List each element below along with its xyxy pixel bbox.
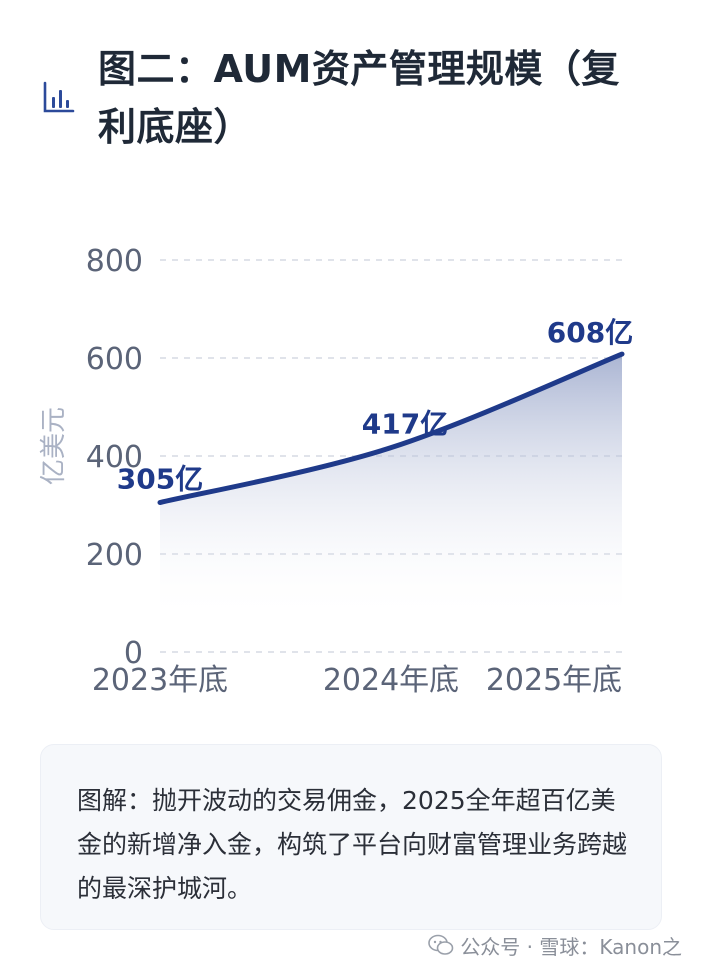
note-text: 图解：抛开波动的交易佣金，2025全年超百亿美金的新增净入金，构筑了平台向财富管… — [77, 786, 628, 903]
y-axis-label: 亿美元 — [39, 407, 69, 485]
wechat-icon — [428, 934, 454, 955]
data-label: 608亿 — [547, 316, 633, 349]
y-tick-label: 600 — [86, 342, 143, 377]
chart-svg: 0 200 400 600 800 2023年底 2024年底 2025年底 305亿 417… — [39, 244, 633, 698]
area-fill — [160, 354, 622, 622]
page-title: 图二：AUM资产管理规模（复利底座） — [98, 47, 620, 149]
x-tick-label: 2025年底 — [486, 663, 622, 698]
watermark-text: 公众号 · 雪球：Kanon之 — [460, 934, 682, 959]
note-card: 图解：抛开波动的交易佣金，2025全年超百亿美金的新增净入金，构筑了平台向财富管… — [40, 744, 662, 930]
x-tick-label: 2023年底 — [92, 663, 228, 698]
y-tick-label: 0 — [124, 636, 143, 671]
bar-chart-icon — [43, 81, 75, 113]
data-label: 305亿 — [117, 463, 203, 496]
series-line — [157, 351, 625, 506]
watermark: 公众号 · 雪球：Kanon之 — [428, 930, 682, 960]
data-label: 417亿 — [362, 408, 448, 441]
x-tick-label: 2024年底 — [323, 663, 459, 698]
y-tick-label: 800 — [86, 244, 143, 279]
y-tick-label: 200 — [86, 538, 143, 573]
y-tick-label: 400 — [86, 440, 143, 475]
aum-chart: 0 200 400 600 800 2023年底 2024年底 2025年底 305亿 417… — [0, 220, 704, 720]
